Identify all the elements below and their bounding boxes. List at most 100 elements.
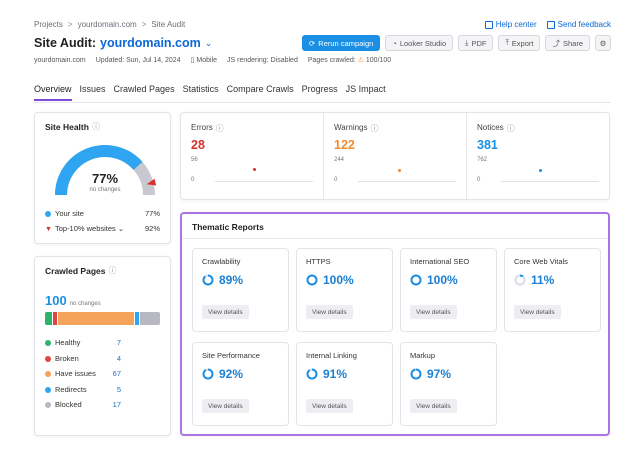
spark-point (398, 169, 401, 172)
gauge-fill (55, 145, 143, 196)
legend-item-have-issues[interactable]: Have issues 67 (45, 366, 121, 382)
legend-value: 67 (112, 369, 121, 379)
legend-value: 5 (116, 384, 121, 394)
info-icon[interactable]: ⓘ (108, 266, 117, 275)
progress-ring (306, 274, 318, 286)
info-icon[interactable]: ⓘ (91, 122, 100, 131)
ring-fill (306, 274, 318, 286)
report-internal-linking[interactable]: Internal Linking 91% View details (296, 342, 393, 426)
crawled-pages-change: no changes (69, 301, 101, 307)
report-value: 91% (323, 367, 348, 381)
site-health-change: no changes (89, 187, 121, 193)
site-health-title: Site Health ⓘ (45, 121, 160, 132)
notices-metric[interactable]: Notices ⓘ 381 762 0 (467, 113, 609, 199)
refresh-icon: ⟳ (308, 38, 316, 48)
report-value: 100% (323, 273, 354, 287)
ring-fill (514, 274, 526, 286)
spark-tick-bottom: 0 (477, 177, 481, 183)
audit-meta: yourdomain.com Updated: Sun, Jul 14, 202… (34, 56, 391, 65)
crawled-pages-legend: Healthy 7 Broken 4 Have issues 67 Redire… (45, 335, 121, 413)
page-title-prefix: Site Audit: (34, 36, 97, 50)
errors-metric[interactable]: Errors ⓘ 28 56 0 (181, 113, 324, 199)
legend-item-blocked[interactable]: Blocked 17 (45, 397, 121, 413)
view-details-button[interactable]: View details (202, 399, 249, 413)
report-name: Crawlability (202, 257, 241, 266)
your-site-dot (45, 211, 51, 218)
info-icon[interactable]: ⓘ (370, 124, 379, 133)
help-center-link[interactable]: Help center (484, 20, 537, 29)
report-value: 100% (427, 273, 458, 287)
report-name: Core Web Vitals (514, 257, 568, 266)
send-feedback-link[interactable]: Send feedback (546, 20, 611, 29)
legend-dot (45, 386, 51, 393)
tab-crawled-pages[interactable]: Crawled Pages (113, 84, 175, 94)
top10-value: 92% (144, 224, 160, 233)
report-international-seo[interactable]: International SEO 100% View details (400, 248, 497, 332)
spark-tick-top: 244 (334, 157, 345, 163)
info-icon[interactable]: ⓘ (215, 124, 224, 133)
report-markup[interactable]: Markup 97% View details (400, 342, 497, 426)
gear-icon: ⚙ (599, 38, 607, 48)
report-https[interactable]: HTTPS 100% View details (296, 248, 393, 332)
export-label: Export (511, 38, 534, 48)
legend-label: Blocked (55, 400, 82, 410)
tab-js-impact[interactable]: JS Impact (345, 84, 386, 94)
legend-item-healthy[interactable]: Healthy 7 (45, 335, 121, 351)
report-site-performance[interactable]: Site Performance 92% View details (192, 342, 289, 426)
report-core-web-vitals[interactable]: Core Web Vitals 11% View details (504, 248, 601, 332)
view-details-button[interactable]: View details (306, 305, 353, 319)
report-name: Internal Linking (306, 351, 357, 360)
download-icon: ⤓ (465, 38, 469, 47)
chevron-down-icon[interactable]: ⌄ (204, 37, 213, 48)
settings-button[interactable]: ⚙ (595, 35, 611, 51)
warnings-label: Warnings (334, 123, 368, 132)
top10-row[interactable]: ▼ Top-10% websites ⌄ 92% (45, 224, 160, 233)
looker-studio-button[interactable]: ◔ Looker Studio (385, 35, 454, 51)
share-icon: ⤴ (552, 38, 560, 48)
view-details-button[interactable]: View details (410, 305, 457, 319)
breadcrumb-projects[interactable]: Projects (34, 20, 63, 29)
top10-label: Top-10% websites (54, 224, 116, 233)
progress-ring (410, 274, 422, 286)
issues-summary-card: Errors ⓘ 28 56 0 Warnings ⓘ 122 244 0 Noti… (180, 112, 610, 200)
legend-dot (45, 340, 51, 347)
report-value: 97% (427, 367, 452, 381)
view-details-button[interactable]: View details (410, 399, 457, 413)
domain-selector[interactable]: yourdomain.com (100, 36, 201, 50)
tab-overview[interactable]: Overview (34, 84, 72, 101)
tab-issues[interactable]: Issues (79, 84, 106, 94)
warnings-metric[interactable]: Warnings ⓘ 122 244 0 (324, 113, 467, 199)
legend-item-redirects[interactable]: Redirects 5 (45, 382, 121, 398)
legend-dot (45, 355, 51, 362)
spark-tick-top: 56 (191, 157, 198, 163)
rerun-campaign-button[interactable]: ⟳ Rerun campaign (301, 35, 381, 51)
report-crawlability[interactable]: Crawlability 89% View details (192, 248, 289, 332)
export-icon: ⤒ (505, 38, 509, 47)
legend-dot (45, 371, 51, 378)
meta-device-label: Mobile (196, 57, 218, 64)
share-button[interactable]: ⤴ Share (545, 35, 590, 51)
thematic-reports-card: Thematic Reports Crawlability 89% View d… (180, 212, 610, 436)
info-icon[interactable]: ⓘ (506, 124, 515, 133)
ring-fill (410, 274, 422, 286)
help-center-label: Help center (495, 20, 537, 29)
view-details-button[interactable]: View details (514, 305, 561, 319)
legend-label: Redirects (55, 384, 87, 394)
errors-value: 28 (191, 138, 205, 152)
export-button[interactable]: ⤒ Export (498, 35, 541, 51)
share-label: Share (562, 38, 583, 48)
crawled-pages-count: 100 (45, 293, 67, 308)
pdf-button[interactable]: ⤓ PDF (458, 35, 494, 51)
tab-compare-crawls[interactable]: Compare Crawls (226, 84, 294, 94)
breadcrumb-domain[interactable]: yourdomain.com (77, 20, 137, 29)
tab-progress[interactable]: Progress (301, 84, 338, 94)
ring-fill (306, 368, 318, 380)
legend-item-broken[interactable]: Broken 4 (45, 351, 121, 367)
view-details-button[interactable]: View details (202, 305, 249, 319)
tabs-divider (34, 102, 611, 103)
view-details-button[interactable]: View details (306, 399, 353, 413)
progress-ring (202, 274, 214, 286)
tab-statistics[interactable]: Statistics (182, 84, 219, 94)
crawled-pages-total[interactable]: 100 no changes (45, 293, 101, 308)
errors-label: Errors (191, 123, 213, 132)
